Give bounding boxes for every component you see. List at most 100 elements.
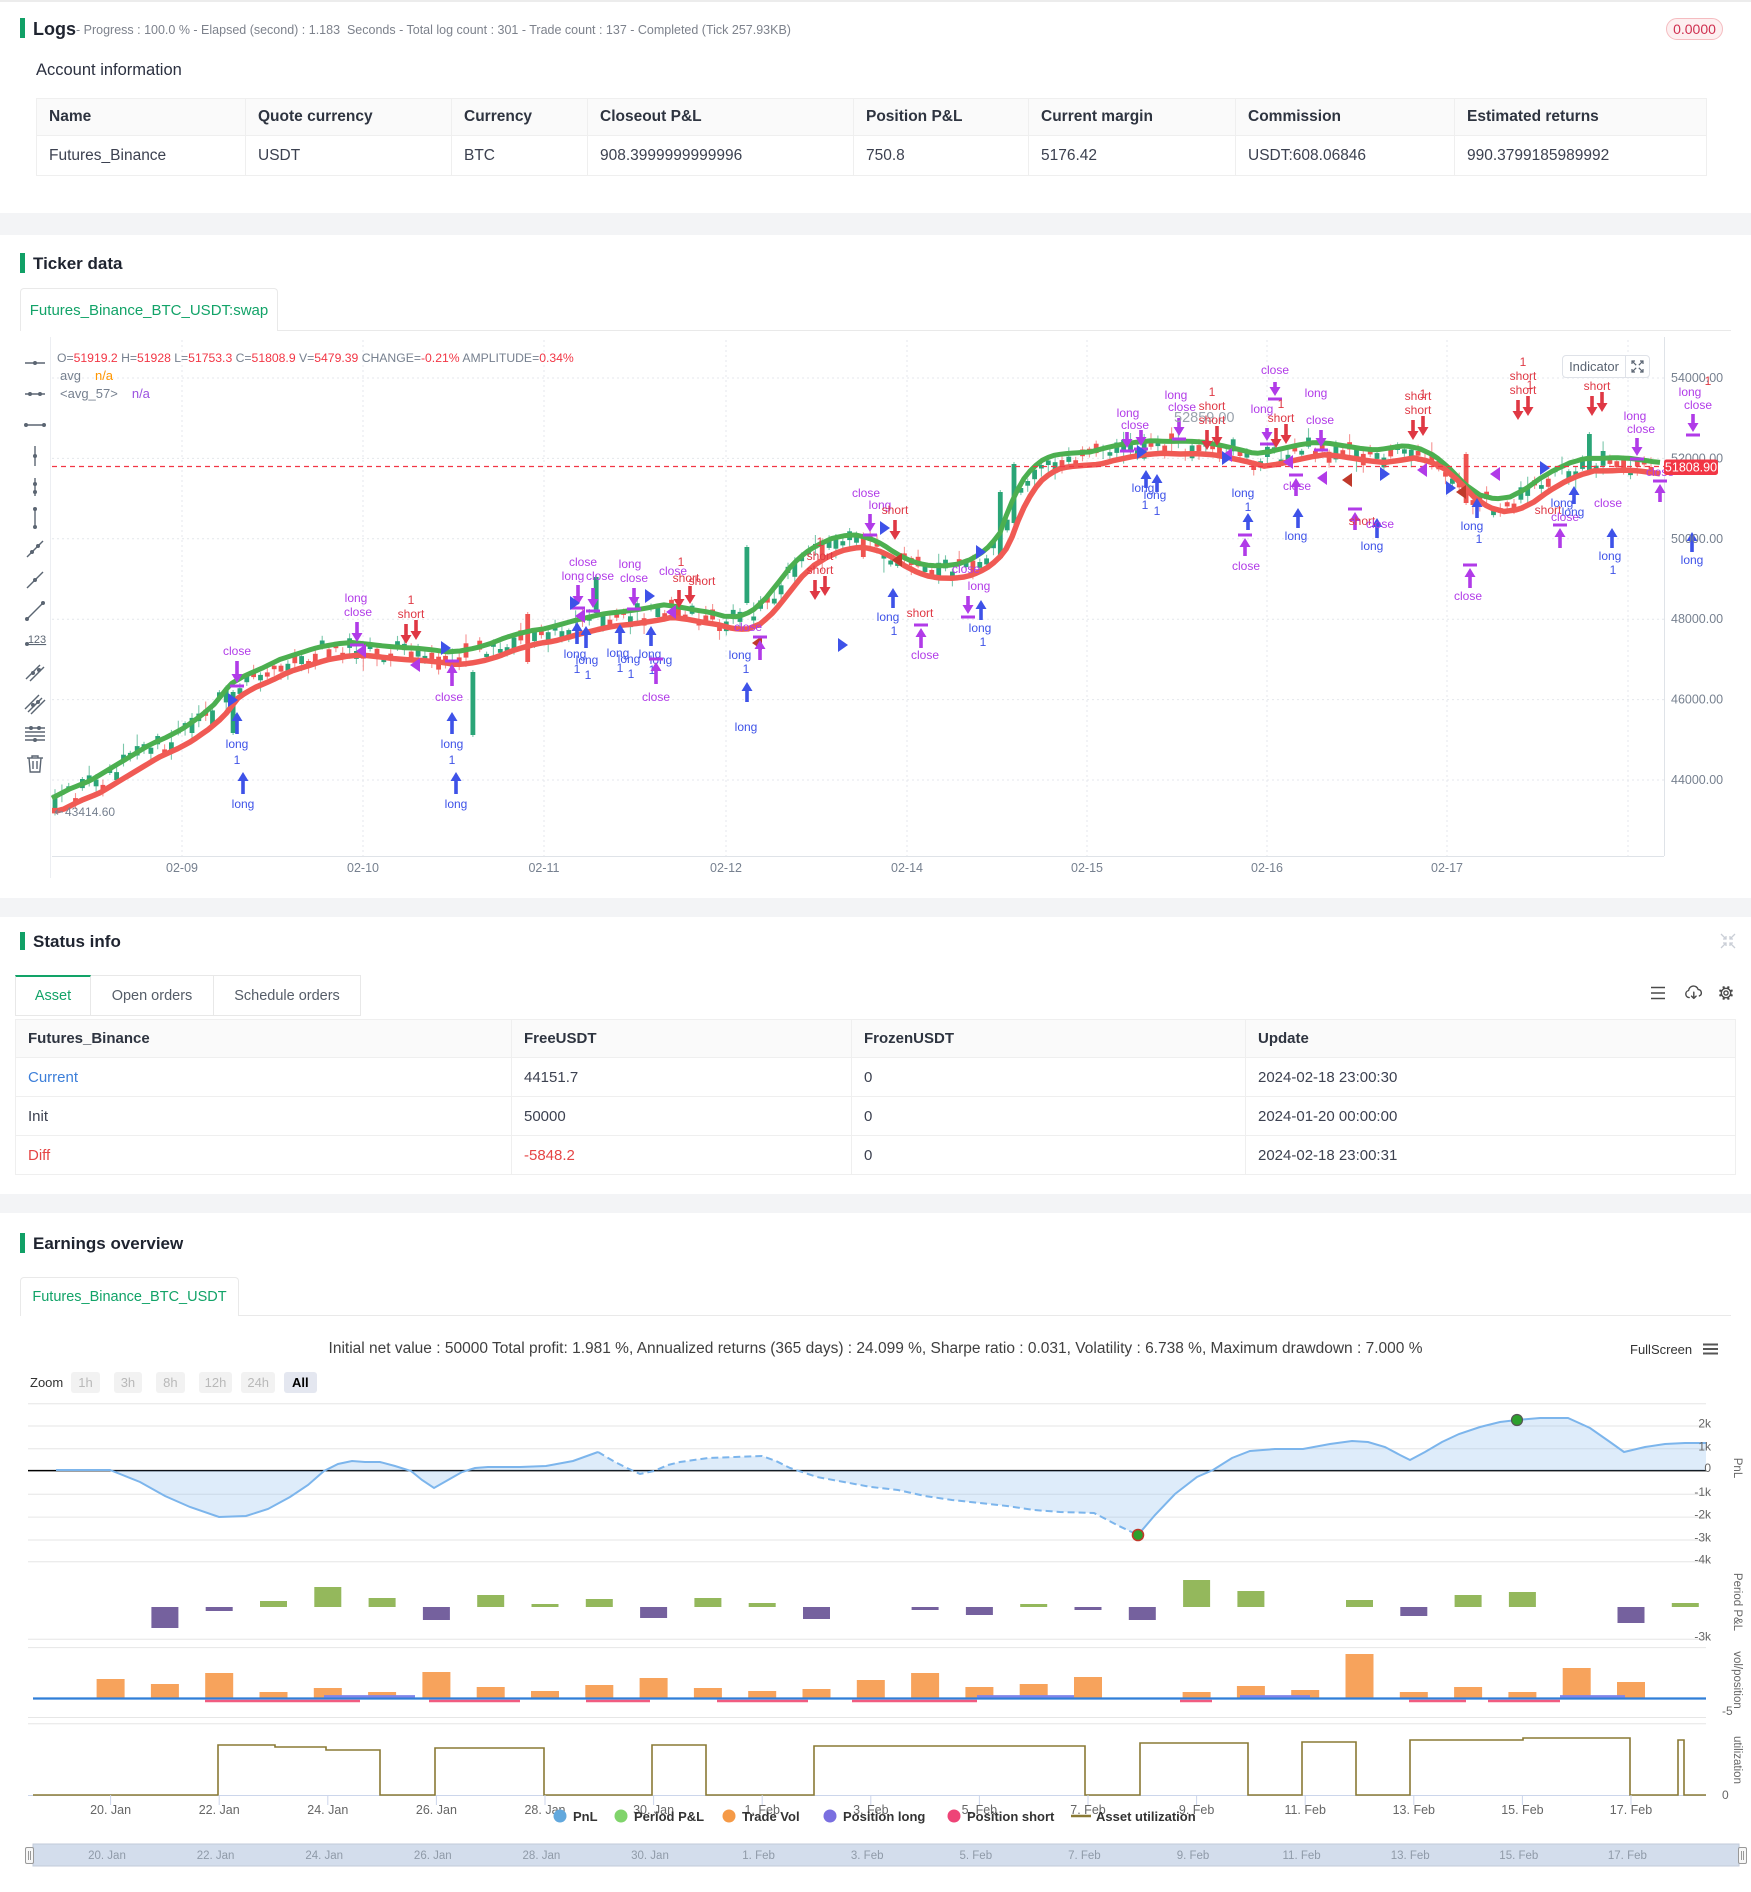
svg-text:long: long bbox=[441, 737, 464, 751]
svg-text:1: 1 bbox=[1154, 504, 1161, 518]
svg-text:-5: -5 bbox=[1722, 1704, 1733, 1718]
svg-text:long: long bbox=[729, 648, 752, 662]
svg-text:11. Feb: 11. Feb bbox=[1284, 1803, 1326, 1817]
svg-text:-3k: -3k bbox=[1694, 1630, 1712, 1644]
svg-text:long: long bbox=[564, 647, 587, 661]
svg-text:short: short bbox=[1199, 413, 1226, 427]
svg-text:02-14: 02-14 bbox=[891, 861, 923, 875]
svg-text:close: close bbox=[1551, 510, 1579, 524]
svg-text:long: long bbox=[618, 652, 641, 666]
svg-text:1: 1 bbox=[980, 635, 987, 649]
svg-text:1: 1 bbox=[574, 662, 581, 676]
svg-text:close: close bbox=[435, 690, 463, 704]
svg-text:long: long bbox=[1361, 539, 1384, 553]
svg-text:7. Feb: 7. Feb bbox=[1070, 1803, 1105, 1817]
svg-text:22. Jan: 22. Jan bbox=[199, 1803, 240, 1817]
svg-text:Position short: Position short bbox=[967, 1809, 1055, 1824]
svg-text:long: long bbox=[1144, 488, 1167, 502]
svg-text:long: long bbox=[1165, 388, 1188, 402]
svg-text:short: short bbox=[1584, 379, 1611, 393]
svg-text:close: close bbox=[1594, 496, 1622, 510]
svg-text:long: long bbox=[232, 797, 255, 811]
svg-text:long: long bbox=[735, 720, 758, 734]
svg-text:long: long bbox=[877, 610, 900, 624]
svg-text:11. Feb: 11. Feb bbox=[1283, 1850, 1321, 1862]
svg-text:1. Feb: 1. Feb bbox=[742, 1850, 775, 1862]
svg-text:-3k: -3k bbox=[1694, 1531, 1712, 1545]
svg-text:1: 1 bbox=[678, 555, 685, 569]
svg-text:2k: 2k bbox=[1698, 1417, 1712, 1431]
svg-text:long: long bbox=[1305, 386, 1328, 400]
svg-text:1: 1 bbox=[1420, 387, 1427, 401]
svg-text:close: close bbox=[1454, 589, 1482, 603]
svg-text:long: long bbox=[562, 569, 585, 583]
svg-text:52859.00: 52859.00 bbox=[1174, 410, 1234, 426]
svg-text:long: long bbox=[869, 498, 892, 512]
svg-text:long: long bbox=[226, 737, 249, 751]
svg-text:long: long bbox=[576, 653, 599, 667]
svg-text:close: close bbox=[569, 555, 597, 569]
svg-text:PnL: PnL bbox=[1731, 1458, 1743, 1479]
svg-text:1: 1 bbox=[1142, 498, 1149, 512]
svg-text:close: close bbox=[344, 605, 372, 619]
svg-text:51808.90: 51808.90 bbox=[1665, 461, 1717, 475]
svg-text:long: long bbox=[1551, 496, 1574, 510]
svg-text:close: close bbox=[586, 569, 614, 583]
svg-text:3. Feb: 3. Feb bbox=[851, 1850, 884, 1862]
svg-text:5. Feb: 5. Feb bbox=[962, 1803, 997, 1817]
svg-text:long: long bbox=[1624, 409, 1647, 423]
svg-text:short: short bbox=[1510, 369, 1537, 383]
svg-text:02-10: 02-10 bbox=[347, 861, 379, 875]
svg-text:0: 0 bbox=[1704, 1461, 1711, 1475]
svg-text:43414.60: 43414.60 bbox=[65, 805, 115, 819]
svg-text:<avg_57>n/a: <avg_57> n/a bbox=[60, 386, 151, 401]
svg-text:1: 1 bbox=[817, 535, 824, 549]
svg-text:1: 1 bbox=[1610, 563, 1617, 577]
svg-text:1: 1 bbox=[234, 753, 241, 767]
svg-text:long: long bbox=[1681, 553, 1704, 567]
svg-text:close: close bbox=[1627, 422, 1655, 436]
svg-text:-4k: -4k bbox=[1694, 1552, 1712, 1566]
svg-text:Position long: Position long bbox=[843, 1809, 925, 1824]
svg-text:13. Feb: 13. Feb bbox=[1391, 1850, 1430, 1862]
svg-text:short: short bbox=[1535, 503, 1562, 517]
svg-text:26. Jan: 26. Jan bbox=[416, 1803, 457, 1817]
svg-text:20. Jan: 20. Jan bbox=[88, 1850, 126, 1862]
svg-text:1: 1 bbox=[1705, 374, 1712, 388]
svg-text:close: close bbox=[659, 564, 687, 578]
svg-text:1. Feb: 1. Feb bbox=[744, 1803, 779, 1817]
svg-text:short: short bbox=[673, 571, 700, 585]
svg-text:Asset utilization: Asset utilization bbox=[1096, 1809, 1196, 1824]
svg-text:1: 1 bbox=[743, 662, 750, 676]
svg-text:30. Jan: 30. Jan bbox=[633, 1803, 674, 1817]
svg-text:long: long bbox=[1599, 549, 1622, 563]
svg-text:1: 1 bbox=[585, 668, 592, 682]
svg-text:long: long bbox=[1251, 402, 1274, 416]
svg-text:1: 1 bbox=[628, 667, 635, 681]
svg-text:15. Feb: 15. Feb bbox=[1501, 1803, 1543, 1817]
svg-text:1: 1 bbox=[1527, 378, 1534, 392]
svg-text:close: close bbox=[1121, 418, 1149, 432]
svg-text:1: 1 bbox=[1520, 355, 1527, 369]
svg-text:close: close bbox=[1306, 413, 1334, 427]
svg-text:long: long bbox=[345, 591, 368, 605]
svg-text:54000.00: 54000.00 bbox=[1671, 371, 1723, 385]
svg-text:short: short bbox=[1268, 411, 1295, 425]
svg-text:close: close bbox=[1684, 398, 1712, 412]
svg-text:02-11: 02-11 bbox=[528, 861, 559, 875]
svg-text:1: 1 bbox=[408, 593, 415, 607]
svg-text:20. Jan: 20. Jan bbox=[90, 1803, 131, 1817]
svg-text:long: long bbox=[968, 579, 991, 593]
svg-text:1k: 1k bbox=[1698, 1439, 1712, 1453]
svg-text:utilization: utilization bbox=[1731, 1736, 1743, 1784]
svg-text:13. Feb: 13. Feb bbox=[1393, 1803, 1435, 1817]
svg-text:close: close bbox=[1168, 400, 1196, 414]
svg-text:vol/position: vol/position bbox=[1731, 1651, 1743, 1709]
svg-text:46000.00: 46000.00 bbox=[1671, 693, 1723, 707]
svg-text:short: short bbox=[1199, 399, 1226, 413]
svg-text:long: long bbox=[1117, 406, 1140, 420]
svg-text:7. Feb: 7. Feb bbox=[1068, 1850, 1101, 1862]
svg-text:short: short bbox=[398, 607, 425, 621]
svg-text:close: close bbox=[852, 486, 880, 500]
svg-text:28. Jan: 28. Jan bbox=[523, 1850, 561, 1862]
